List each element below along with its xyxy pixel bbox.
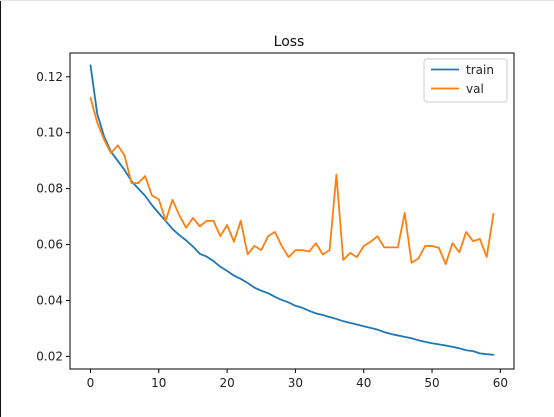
window-top-edge [0,0,554,1]
legend-label-val: val [466,82,484,96]
x-tick-label: 20 [219,376,234,390]
y-tick-label: 0.02 [36,349,63,363]
series-line-val [89,96,495,266]
y-tick-label: 0.10 [36,126,63,140]
x-tick-label: 0 [87,376,95,390]
x-tick-label: 10 [151,376,166,390]
y-tick-label: 0.06 [36,238,63,252]
y-tick-label: 0.12 [36,70,63,84]
x-tick-label: 50 [424,376,439,390]
legend: train val [423,58,508,103]
plot-frame [69,52,515,370]
series-line-train [89,64,495,356]
x-tick-label: 40 [356,376,371,390]
x-axis: 0 10 20 30 40 50 60 [87,369,508,390]
x-tick-label: 60 [493,376,508,390]
y-tick-label: 0.08 [36,182,63,196]
x-tick-label: 30 [288,376,303,390]
series-lines [89,64,495,356]
window-left-edge [0,0,1,417]
y-axis: 0.02 0.04 0.06 0.08 0.10 0.12 [36,70,70,363]
chart-title: Loss [274,34,305,50]
legend-label-train: train [466,63,494,77]
y-tick-label: 0.04 [36,293,63,307]
